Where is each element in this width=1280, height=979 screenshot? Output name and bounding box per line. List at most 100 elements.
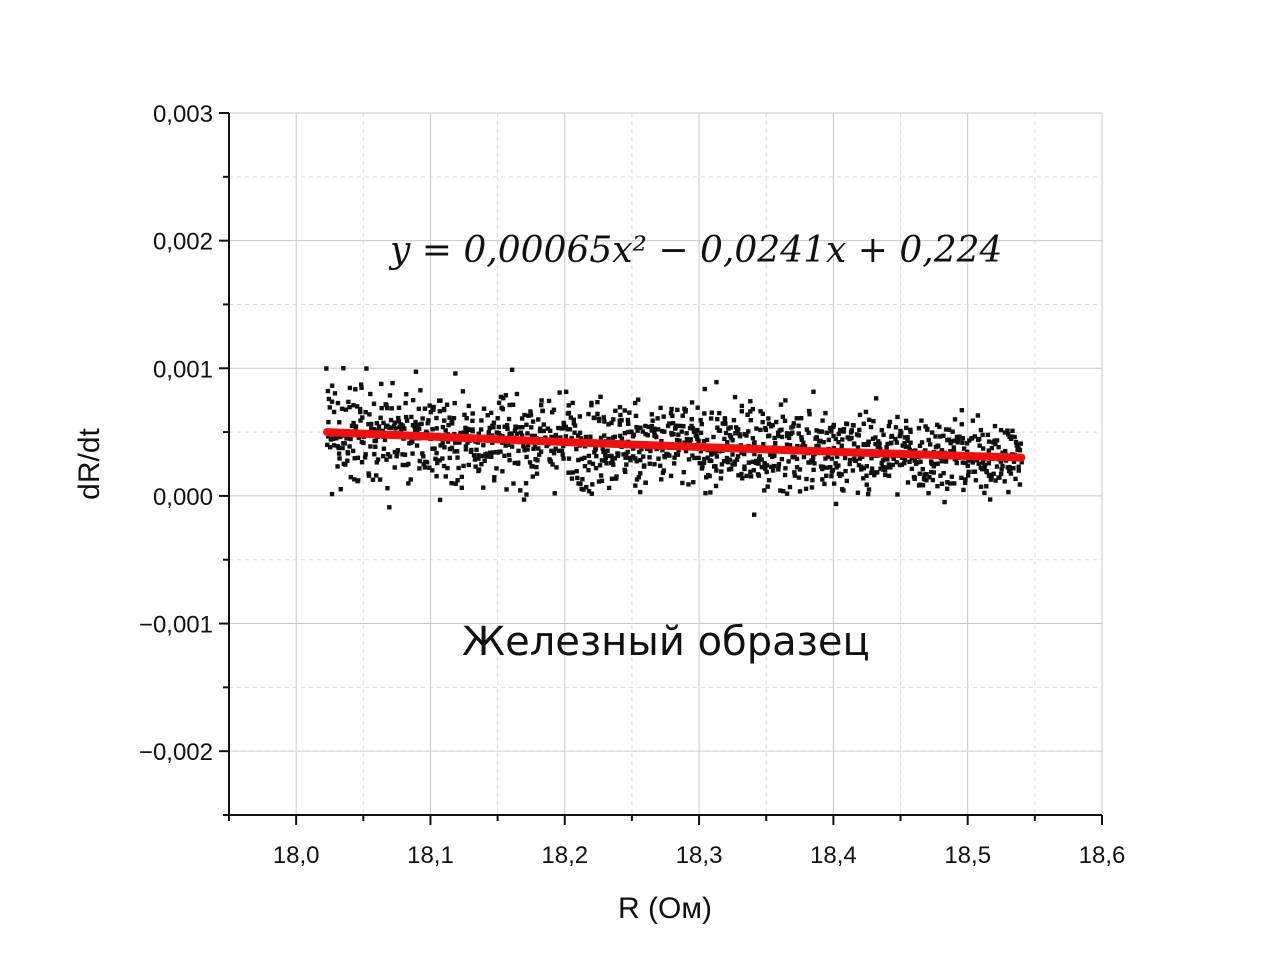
scatter-point (538, 449, 544, 454)
scatter-point (893, 425, 899, 430)
scatter-point (556, 425, 561, 431)
scatter-point (688, 437, 694, 442)
scatter-point (853, 458, 859, 463)
scatter-point (821, 439, 826, 445)
x-tick-label: 18,6 (1079, 842, 1126, 869)
scatter-point (638, 489, 643, 495)
scatter-point (839, 443, 844, 448)
scatter-point (885, 457, 890, 462)
scatter-point (659, 477, 664, 482)
scatter-point (358, 409, 363, 415)
scatter-point (566, 470, 571, 475)
scatter-point (357, 406, 363, 412)
scatter-point (561, 425, 566, 431)
scatter-point (718, 476, 724, 481)
scatter-point (539, 398, 544, 403)
scatter-point (882, 455, 888, 460)
y-tick-label: 0,003 (153, 101, 213, 128)
scatter-point (998, 471, 1004, 477)
scatter-point (823, 456, 828, 461)
scatter-point (432, 446, 437, 451)
scatter-point (963, 460, 968, 466)
scatter-point (820, 418, 825, 423)
scatter-point (833, 461, 838, 466)
scatter-point (763, 466, 768, 471)
scatter-point (655, 427, 661, 432)
scatter-point (949, 474, 955, 479)
scatter-point (949, 439, 954, 444)
scatter-point (460, 389, 466, 394)
scatter-point (970, 418, 976, 423)
scatter-point (825, 454, 831, 459)
scatter-point (994, 438, 1000, 443)
scatter-point (899, 430, 904, 435)
scatter-point (1009, 434, 1014, 439)
scatter-point (568, 415, 574, 420)
scatter-point (977, 436, 982, 442)
scatter-point (434, 473, 439, 479)
scatter-point (665, 423, 671, 429)
scatter-point (500, 406, 506, 412)
scatter-point (463, 447, 469, 452)
scatter-point (959, 407, 965, 413)
scatter-point (794, 416, 799, 421)
scatter-point (856, 463, 862, 468)
scatter-point (1008, 471, 1014, 476)
scatter-point (699, 421, 704, 427)
scatter-point (420, 416, 425, 421)
scatter-point (980, 446, 986, 451)
scatter-point (904, 425, 909, 431)
scatter-point (690, 453, 695, 458)
scatter-point (714, 454, 720, 459)
scatter-point (801, 440, 806, 445)
scatter-point (392, 465, 397, 470)
scatter-point (360, 415, 365, 420)
scatter-point (384, 405, 390, 411)
scatter-point (528, 412, 534, 418)
scatter-point (711, 434, 716, 440)
scatter-point (598, 435, 604, 441)
scatter-point (1002, 448, 1008, 454)
scatter-point (886, 462, 892, 467)
scatter-point (579, 456, 584, 462)
scatter-point (503, 443, 508, 448)
scatter-point (1006, 489, 1011, 495)
scatter-point (998, 459, 1004, 464)
scatter-point (764, 463, 770, 468)
scatter-point (748, 474, 754, 479)
scatter-point (895, 492, 900, 497)
scatter-point (869, 470, 874, 475)
scatter-point (829, 456, 835, 461)
scatter-point (784, 431, 790, 436)
scatter-point (810, 455, 816, 460)
scatter-point (534, 471, 540, 476)
x-tick-label: 18,1 (407, 842, 454, 869)
scatter-point (425, 420, 430, 426)
scatter-point (1011, 459, 1017, 464)
scatter-point (438, 398, 443, 403)
scatter-point (563, 424, 569, 430)
scatter-point (969, 435, 975, 441)
scatter-point (841, 429, 846, 434)
scatter-point (633, 413, 639, 419)
scatter-point (582, 455, 587, 461)
scatter-point (689, 423, 694, 429)
scatter-point (348, 474, 354, 480)
scatter-point (764, 469, 769, 475)
scatter-point (774, 419, 779, 425)
scatter-point (941, 470, 946, 476)
scatter-point (678, 423, 683, 429)
scatter-point (518, 430, 524, 435)
scatter-point (403, 414, 409, 420)
scatter-point (756, 460, 761, 465)
scatter-point (402, 426, 407, 431)
scatter-point (970, 460, 975, 465)
scatter-point (363, 409, 368, 415)
scatter-point (963, 477, 968, 482)
scatter-point (978, 427, 984, 433)
scatter-point (519, 416, 525, 421)
scatter-point (824, 473, 829, 479)
scatter-point (571, 417, 576, 422)
scatter-point (936, 444, 941, 449)
